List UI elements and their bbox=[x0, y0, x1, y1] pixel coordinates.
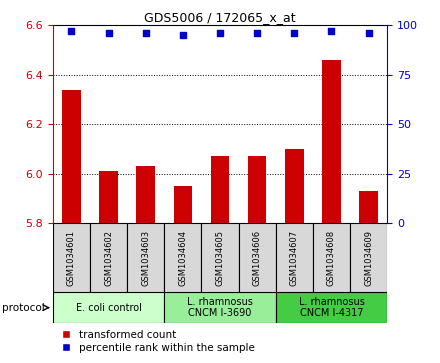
Text: L. rhamnosus
CNCM I-4317: L. rhamnosus CNCM I-4317 bbox=[298, 297, 364, 318]
Bar bbox=[127, 223, 164, 292]
Text: GSM1034603: GSM1034603 bbox=[141, 230, 150, 286]
Title: GDS5006 / 172065_x_at: GDS5006 / 172065_x_at bbox=[144, 11, 296, 24]
Bar bbox=[313, 223, 350, 292]
Legend: transformed count, percentile rank within the sample: transformed count, percentile rank withi… bbox=[58, 326, 259, 357]
Point bbox=[291, 30, 298, 36]
Bar bbox=[350, 223, 387, 292]
Bar bbox=[53, 292, 164, 323]
Bar bbox=[136, 166, 155, 223]
Text: GSM1034609: GSM1034609 bbox=[364, 230, 373, 286]
Text: GSM1034608: GSM1034608 bbox=[327, 230, 336, 286]
Bar bbox=[164, 292, 276, 323]
Bar bbox=[211, 156, 229, 223]
Point bbox=[328, 28, 335, 34]
Text: E. coli control: E. coli control bbox=[76, 303, 142, 313]
Point bbox=[253, 30, 260, 36]
Bar bbox=[238, 223, 276, 292]
Bar bbox=[99, 171, 118, 223]
Bar bbox=[322, 60, 341, 223]
Bar bbox=[248, 156, 267, 223]
Point bbox=[216, 30, 224, 36]
Bar bbox=[276, 223, 313, 292]
Point bbox=[105, 30, 112, 36]
Bar bbox=[62, 90, 81, 223]
Bar bbox=[164, 223, 202, 292]
Point bbox=[142, 30, 149, 36]
Point bbox=[365, 30, 372, 36]
Text: GSM1034601: GSM1034601 bbox=[67, 230, 76, 286]
Bar bbox=[276, 292, 387, 323]
Point bbox=[68, 28, 75, 34]
Text: GSM1034606: GSM1034606 bbox=[253, 230, 262, 286]
Text: GSM1034605: GSM1034605 bbox=[216, 230, 224, 286]
Text: GSM1034604: GSM1034604 bbox=[178, 230, 187, 286]
Text: L. rhamnosus
CNCM I-3690: L. rhamnosus CNCM I-3690 bbox=[187, 297, 253, 318]
Bar bbox=[285, 149, 304, 223]
Text: GSM1034602: GSM1034602 bbox=[104, 230, 113, 286]
Bar bbox=[53, 223, 90, 292]
Text: GSM1034607: GSM1034607 bbox=[290, 230, 299, 286]
Bar bbox=[173, 186, 192, 223]
Bar bbox=[202, 223, 238, 292]
Bar bbox=[90, 223, 127, 292]
Text: protocol: protocol bbox=[2, 303, 45, 313]
Point bbox=[180, 32, 187, 38]
Bar bbox=[359, 191, 378, 223]
